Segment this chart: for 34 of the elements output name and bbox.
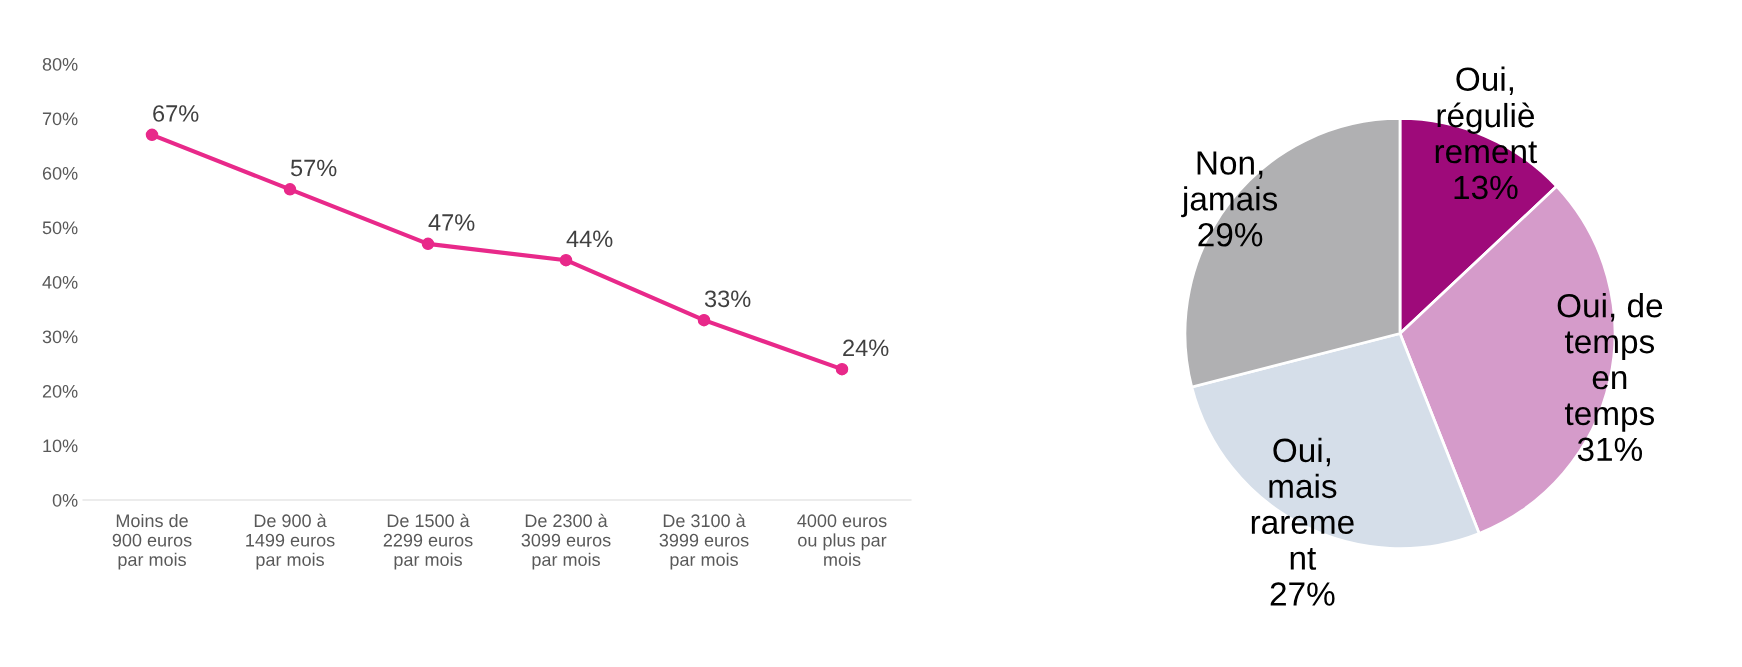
y-tick-label: 30%	[42, 330, 78, 344]
x-tick-label: De 1500 à 2299 euros par mois	[383, 513, 473, 570]
point	[421, 237, 435, 251]
data-label: 31%	[1577, 437, 1643, 462]
y-tick-label: 70%	[42, 112, 78, 126]
x-tick-label: De 900 à 1499 euros par mois	[246, 513, 335, 570]
data-label: 57%	[290, 159, 337, 177]
data-label: 33%	[704, 290, 751, 308]
data-label: 29%	[1198, 222, 1263, 247]
y-tick-label: 60%	[42, 166, 78, 180]
y-tick-label: 10%	[43, 439, 78, 453]
slice-label: Non, jamais	[1181, 151, 1278, 218]
point	[283, 183, 297, 196]
slice-label: Oui, mais rareme nt	[1251, 437, 1354, 570]
y-tick-label: 0%	[52, 493, 78, 507]
x-tick-label: Moins de 900 euros par mois	[112, 513, 192, 570]
y-tick-label: 40%	[42, 275, 78, 289]
x-tick-label: 4000 euros ou plus par mois	[797, 514, 887, 567]
y-tick-label: 20%	[42, 384, 78, 398]
slice-label: Oui, de temps en temps	[1557, 293, 1663, 432]
data-label: 27%	[1270, 582, 1335, 606]
point	[697, 313, 711, 327]
point	[835, 362, 849, 376]
point	[145, 128, 159, 142]
point	[559, 253, 573, 267]
data-label: 13%	[1454, 175, 1518, 200]
x-tick-label: De 3100 à 3999 euros par mois	[659, 513, 749, 570]
data-label: 47%	[428, 214, 475, 231]
data-label: 67%	[153, 105, 199, 122]
data-label: 44%	[566, 230, 613, 248]
y-tick-label: 50%	[42, 221, 78, 235]
y-tick-label: 80%	[42, 57, 78, 71]
data-label: 24%	[843, 339, 889, 357]
x-tick-label: De 2300 à 3099 euros par mois	[521, 513, 611, 570]
